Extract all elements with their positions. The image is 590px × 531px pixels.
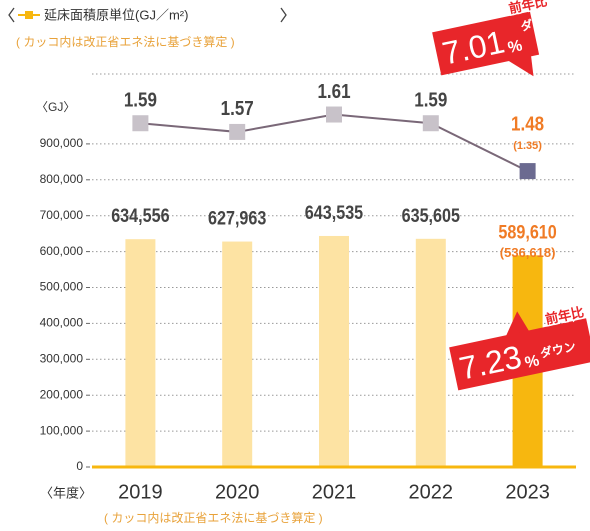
callout-tail: ダウン: [519, 12, 557, 34]
y-tick-label: 100,000: [40, 423, 84, 437]
y-tick-label: 600,000: [40, 244, 84, 258]
legend-marker: [25, 11, 33, 19]
y-tick-label: 200,000: [40, 387, 84, 401]
subtitle: ( カッコ内は改正省エネ法に基づき算定 ): [16, 34, 235, 49]
y-tick-label: 900,000: [40, 136, 84, 150]
bar-value-label: 634,556: [111, 205, 170, 227]
x-tick-label: 2020: [215, 481, 260, 503]
y-tick-label: 800,000: [40, 172, 84, 186]
y-tick-label: 0: [76, 459, 83, 473]
line-value-label: 1.57: [221, 97, 254, 120]
line: [140, 113, 529, 172]
line-marker: [229, 123, 246, 140]
x-axis-label: 〈年度〉: [40, 485, 92, 500]
callout-tail: ダウン: [539, 338, 577, 360]
footnote: ( カッコ内は改正省エネ法に基づき算定 ): [104, 510, 323, 525]
line-value-label: 1.59: [414, 88, 447, 111]
line-marker: [422, 115, 439, 132]
bar-value-label: 589,610: [498, 221, 557, 243]
line-value-label: 1.48: [511, 112, 544, 135]
bar: [319, 235, 349, 467]
x-tick-label: 2022: [409, 481, 454, 503]
bar: [415, 238, 446, 467]
y-tick-label: 300,000: [40, 351, 84, 365]
bar: [222, 241, 253, 467]
line-marker: [326, 106, 342, 123]
callout-box: [432, 11, 540, 76]
callout-box: [449, 318, 590, 391]
line-marker: [132, 115, 149, 132]
x-tick-label: 2019: [118, 481, 163, 503]
legend-bracket: [280, 7, 287, 23]
y-tick-label: 400,000: [40, 316, 84, 330]
line-marker: [519, 163, 536, 180]
x-tick-label: 2023: [505, 481, 550, 503]
legend-bracket: [8, 7, 15, 23]
y-tick-label: 700,000: [40, 208, 84, 222]
bar-value-label: 643,535: [305, 202, 364, 224]
line-value-label: 1.59: [124, 88, 157, 111]
bar-value-label: 635,605: [402, 205, 461, 227]
y-axis-label: 〈GJ〉: [36, 100, 75, 114]
y-tick-label: 500,000: [40, 280, 84, 294]
bar-note: (536,618): [500, 245, 556, 260]
line-value-label: 1.61: [317, 79, 350, 102]
callout-unit: %: [506, 37, 523, 57]
bar: [125, 239, 156, 467]
callout-unit: %: [523, 352, 540, 372]
legend-label: 延床面積原単位(GJ／m²): [44, 7, 188, 22]
line-note: (1.35): [513, 140, 542, 152]
callout-pointer: [505, 311, 530, 338]
x-tick-label: 2021: [312, 481, 357, 503]
bar-value-label: 627,963: [208, 207, 267, 229]
